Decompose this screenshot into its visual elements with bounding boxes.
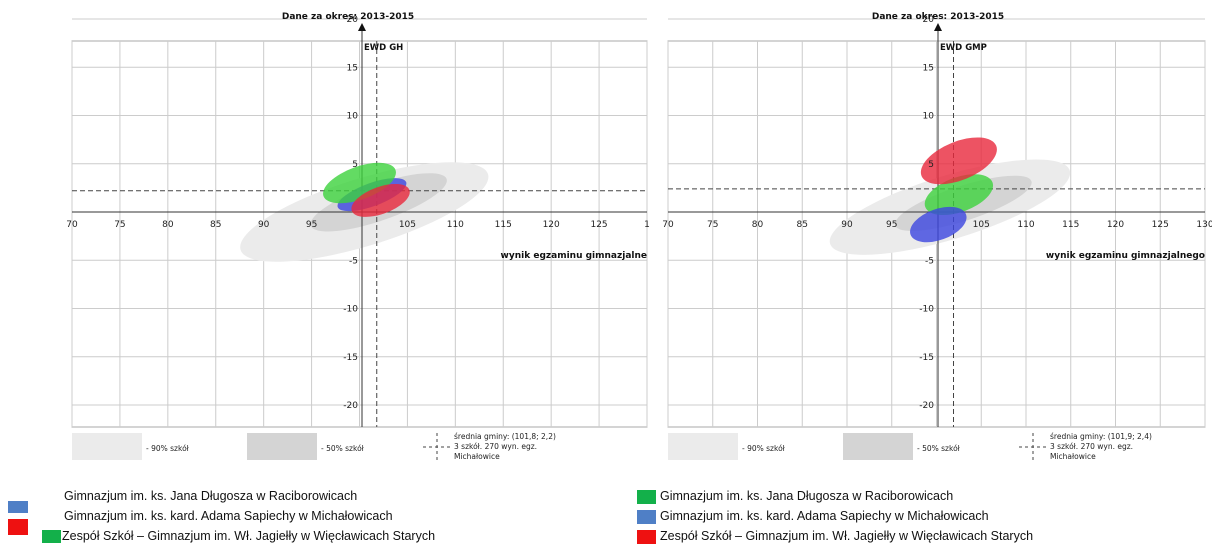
legend-label: Gimnazjum im. ks. Jana Długosza w Racibo… (64, 489, 358, 503)
x-tick-label: 70 (66, 220, 78, 230)
legend-swatch (8, 519, 28, 535)
x-tick-label: 125 (590, 220, 607, 230)
legend-swatch (8, 501, 28, 513)
x-tick-label: 85 (210, 220, 221, 230)
school-ellipse-red (920, 137, 997, 185)
legend-label: Gimnazjum im. ks. kard. Adama Sapiechy w… (64, 509, 393, 523)
x-tick-label: 95 (886, 220, 897, 230)
x-tick-label: 125 (1152, 220, 1169, 230)
chart-panel-1: 70 75 80 85 90 95 105 110 115 120 125 12015105-5-10… (66, 12, 650, 461)
y-tick-label: 20 (347, 15, 359, 25)
y-tick-label: 5 (928, 160, 934, 170)
y-tick-label: 10 (923, 112, 935, 122)
x-axis-label: wynik egzaminu gimnazjalne (501, 251, 647, 261)
legend-swatch (637, 490, 656, 504)
key-swatch-50 (843, 433, 913, 460)
legend-label: Gimnazjum im. ks. kard. Adama Sapiechy w… (660, 509, 989, 523)
x-tick-label: 105 (399, 220, 416, 230)
y-axis-label: EWD GMP (940, 43, 987, 53)
school-ellipse-red (351, 183, 410, 217)
x-tick-label: 85 (797, 220, 808, 230)
legend-swatch (637, 510, 656, 524)
y-tick-label: -20 (919, 401, 934, 411)
x-tick-label: 120 (1107, 220, 1124, 230)
x-tick-label: 110 (447, 220, 464, 230)
school-ellipse-blue (910, 206, 967, 243)
legend-label: Zespół Szkół – Gimnazjum im. Wł. Jagiełł… (660, 529, 1034, 543)
x-tick-label: 80 (162, 220, 174, 230)
key-swatch-90 (668, 433, 738, 460)
x-tick-label: 75 (707, 220, 718, 230)
x-tick-label: 120 (543, 220, 560, 230)
key-label-90: - 90% szkół (742, 444, 786, 453)
chart-title: Dane za okres: 2013-2015 (872, 12, 1004, 22)
y-tick-label: -10 (919, 305, 934, 315)
key-mean-text: Michałowice (1050, 452, 1096, 461)
x-tick-label: 90 (258, 220, 270, 230)
x-tick-label: 90 (841, 220, 853, 230)
x-tick-label: 95 (306, 220, 317, 230)
x-tick-label: 110 (1017, 220, 1034, 230)
x-tick-label: 80 (752, 220, 764, 230)
x-tick-label: 115 (495, 220, 512, 230)
key-label-50: - 50% szkół (917, 444, 961, 453)
key-swatch-50 (247, 433, 317, 460)
y-tick-label: -5 (349, 256, 358, 266)
legend-label: Zespół Szkół – Gimnazjum im. Wł. Jagiełł… (62, 529, 436, 543)
chart-title: Dane za okres: 2013-2015 (282, 12, 414, 22)
y-tick-label: -20 (343, 401, 358, 411)
school-ellipse-green (924, 174, 994, 216)
y-tick-label: -10 (343, 305, 358, 315)
x-axis-label: wynik egzaminu gimnazjalnego (1046, 251, 1205, 261)
y-tick-label: 20 (923, 15, 935, 25)
x-tick-label: 1 (644, 220, 650, 230)
key-mean-text: średnia gminy: (101,9; 2,4) (1050, 432, 1152, 441)
x-tick-label: 105 (973, 220, 990, 230)
key-mean-text: 3 szkół. 270 wyn. egz. (1050, 442, 1133, 451)
school-ellipse-green (323, 162, 396, 204)
y-tick-label: 15 (923, 63, 934, 73)
legend-label: Gimnazjum im. ks. Jana Długosza w Racibo… (660, 489, 954, 503)
y-tick-label: 15 (347, 63, 358, 73)
y-tick-label: -15 (343, 353, 358, 363)
y-tick-label: 5 (352, 160, 358, 170)
key-mean-text: średnia gminy: (101,8; 2,2) (454, 432, 556, 441)
y-axis-arrow (358, 23, 366, 31)
key-mean-text: Michałowice (454, 452, 500, 461)
key-label-50: - 50% szkół (321, 444, 365, 453)
legend-swatch (42, 530, 61, 543)
x-tick-label: 70 (662, 220, 674, 230)
y-tick-label: 10 (347, 112, 359, 122)
x-tick-label: 75 (114, 220, 125, 230)
y-tick-label: -15 (919, 353, 934, 363)
key-mean-text: 3 szkół. 270 wyn. egz. (454, 442, 537, 451)
chart-panel-2: 70 75 80 85 90 95 105 110 115 120 125 1302015105-5-… (662, 12, 1212, 461)
x-tick-label: 130 (1196, 220, 1212, 230)
y-tick-label: -5 (925, 256, 934, 266)
ewd-charts: 70 75 80 85 90 95 105 110 115 120 125 12015105-5-10… (66, 12, 1212, 461)
legend-swatch (637, 530, 656, 544)
key-swatch-90 (72, 433, 142, 460)
key-label-90: - 90% szkół (146, 444, 190, 453)
y-axis-arrow (934, 23, 942, 31)
x-tick-label: 115 (1062, 220, 1079, 230)
y-axis-label: EWD GH (364, 43, 403, 53)
